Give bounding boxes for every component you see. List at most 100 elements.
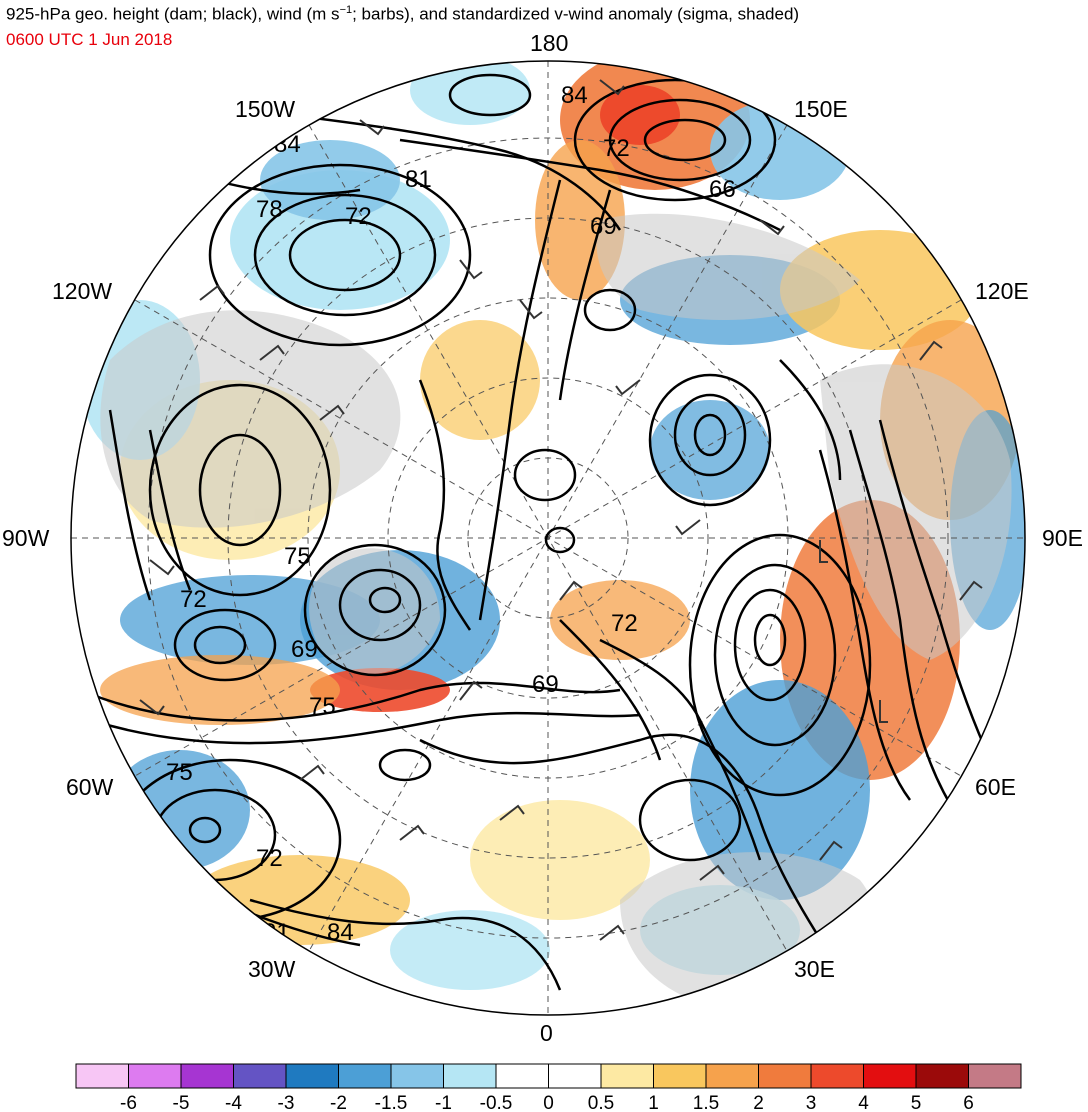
positive-anomaly-shade <box>420 320 540 440</box>
graticule <box>71 61 1025 1015</box>
contour-label: 72 <box>256 845 283 872</box>
map-boundary <box>70 60 1026 1016</box>
lon-label-90e: 90E <box>1042 525 1083 551</box>
map-title: 925-hPa geo. height (dam; black), wind (… <box>6 4 799 25</box>
north-america-land <box>100 310 401 528</box>
height-contour <box>688 533 872 797</box>
colorbar-box <box>863 1063 917 1089</box>
siberia-land <box>820 364 1012 660</box>
wind-barb <box>599 924 625 941</box>
height-contour <box>693 413 727 457</box>
map-disc: 84 72 66 69 81 78 72 84 75 72 69 75 72 6… <box>71 61 1025 1015</box>
colorbar-box <box>443 1063 497 1089</box>
wind-barb <box>615 379 641 396</box>
colorbar-box <box>285 1063 339 1089</box>
height-contour <box>733 588 807 702</box>
colorbar-label: -5 <box>173 1093 190 1112</box>
wind-barb <box>959 580 983 601</box>
wind-barb <box>299 764 325 781</box>
colorbar-label: 3 <box>806 1093 817 1112</box>
height-contour <box>368 586 402 614</box>
height-contour <box>599 638 762 861</box>
lon-label-60w: 60W <box>66 774 114 800</box>
title-superscript: −1 <box>339 4 353 16</box>
contour-label: 84 <box>561 82 588 109</box>
height-contour <box>378 748 432 782</box>
height-contour <box>288 218 402 292</box>
wind-barb <box>199 284 225 301</box>
strong-positive-anomaly-shade <box>310 668 450 712</box>
height-contour <box>399 138 781 232</box>
contour-label: 81 <box>405 166 432 193</box>
colorbar-box <box>75 1063 129 1089</box>
wind-barb <box>319 404 345 421</box>
title-text: 925-hPa geo. height (dam; black), wind (… <box>6 4 340 24</box>
wind-barb <box>139 699 165 716</box>
contour-label: 78 <box>256 196 283 223</box>
colorbar-box <box>810 1063 864 1089</box>
wind-barb <box>599 79 625 96</box>
height-contour <box>713 563 837 747</box>
strong-positive-anomaly-shade <box>600 85 680 145</box>
colorbar-box <box>653 1063 707 1089</box>
height-contour <box>753 613 787 667</box>
wind-barb <box>519 299 543 320</box>
colorbar-label: -4 <box>225 1093 242 1112</box>
contour-label: 75 <box>309 693 336 720</box>
wind-barb <box>149 559 175 576</box>
wind-barb <box>459 259 483 280</box>
height-contour <box>648 373 772 507</box>
wind-barbs <box>139 79 983 941</box>
height-contour <box>513 448 577 502</box>
height-contour <box>148 429 192 591</box>
lon-label-180: 180 <box>530 30 568 56</box>
wind-barb <box>919 340 943 361</box>
height-contour <box>108 409 152 601</box>
height-contour <box>79 681 621 722</box>
wind-barb <box>819 840 843 861</box>
contour-label: 72 <box>611 610 638 637</box>
height-contour <box>173 608 277 682</box>
colorbar-box <box>705 1063 759 1089</box>
colorbar-label: -0.5 <box>480 1093 513 1112</box>
colorbar-label: 1 <box>648 1093 659 1112</box>
colorbar-label: -6 <box>120 1093 137 1112</box>
title-text-end: ; barbs), and standardized v-wind anomal… <box>352 4 800 24</box>
colorbar-box <box>338 1063 392 1089</box>
height-contour <box>558 189 612 401</box>
height-contour <box>583 288 637 332</box>
colorbar-box <box>548 1063 602 1089</box>
height-contour <box>573 78 777 202</box>
contour-label: 72 <box>603 135 630 162</box>
height-contour <box>419 733 862 1001</box>
height-contour <box>418 379 472 631</box>
negative-anomaly-shade <box>260 140 400 220</box>
colorbar-box <box>180 1063 234 1089</box>
colorbar-label: 4 <box>858 1093 869 1112</box>
positive-anomaly-shade <box>470 800 650 920</box>
height-contour <box>89 711 641 745</box>
height-contour <box>608 98 752 182</box>
height-contour <box>253 193 437 317</box>
colorbar-box <box>495 1063 549 1089</box>
contour-label: 72 <box>345 203 372 230</box>
wind-barb <box>359 119 385 136</box>
contour-label: 66 <box>709 176 736 203</box>
height-contour <box>818 449 912 801</box>
contour-label: 72 <box>180 586 207 613</box>
colorbar-label: -1 <box>435 1093 452 1112</box>
positive-anomaly-shade <box>100 655 340 725</box>
height-contour <box>559 619 662 761</box>
colorbar-label: 0 <box>543 1093 554 1112</box>
colorbar-box <box>233 1063 287 1089</box>
lon-label-0: 0 <box>540 1020 553 1046</box>
colorbar-label: -1.5 <box>375 1093 408 1112</box>
lon-label-120e: 120E <box>975 278 1029 304</box>
valid-time: 0600 UTC 1 Jun 2018 <box>6 30 173 49</box>
height-contour <box>643 118 727 162</box>
contour-label: 69 <box>590 213 617 240</box>
wind-barb <box>259 344 285 361</box>
height-contour <box>188 816 222 844</box>
contour-label: 84 <box>327 919 354 946</box>
land-masses <box>100 213 1012 1012</box>
